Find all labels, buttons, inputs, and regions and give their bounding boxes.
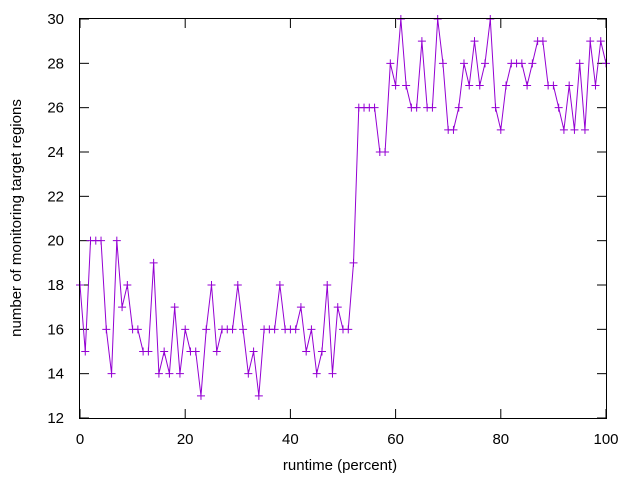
data-point xyxy=(323,281,332,289)
y-tick-label: 30 xyxy=(47,11,64,28)
data-point xyxy=(133,325,142,334)
data-point xyxy=(459,59,468,68)
data-point xyxy=(549,81,558,90)
data-point xyxy=(565,81,574,90)
data-point xyxy=(312,369,321,378)
data-point xyxy=(81,347,90,356)
data-point xyxy=(428,103,437,112)
data-point xyxy=(449,125,458,134)
data-point xyxy=(228,325,237,334)
data-point xyxy=(344,325,353,334)
data-point xyxy=(596,37,605,46)
data-point xyxy=(207,281,216,289)
data-point xyxy=(523,81,532,90)
data-point xyxy=(307,325,316,334)
data-point xyxy=(244,369,253,378)
data-point xyxy=(291,325,300,334)
data-point xyxy=(123,281,132,289)
data-point xyxy=(175,369,184,378)
data-point xyxy=(475,81,484,90)
x-tick-label: 80 xyxy=(492,431,509,448)
data-point xyxy=(538,37,547,46)
data-point xyxy=(591,81,600,90)
data-point xyxy=(170,303,179,312)
x-tick-label: 60 xyxy=(387,431,404,448)
data-point xyxy=(575,59,584,68)
data-point xyxy=(154,369,163,378)
data-point xyxy=(559,125,568,134)
y-tick-label: 16 xyxy=(47,321,64,338)
data-point xyxy=(470,37,479,46)
data-point xyxy=(191,347,200,356)
data-point xyxy=(233,281,242,289)
plot-frame xyxy=(79,18,607,419)
data-point xyxy=(570,125,579,134)
data-point xyxy=(412,103,421,112)
y-axis-label: number of monitoring target regions xyxy=(8,99,25,337)
data-point xyxy=(196,391,205,400)
data-point xyxy=(239,325,248,334)
data-point xyxy=(391,81,400,90)
data-point xyxy=(528,59,537,68)
data-point xyxy=(202,325,211,334)
y-tick-label: 24 xyxy=(47,144,64,161)
data-point xyxy=(254,391,263,400)
y-tick-label: 12 xyxy=(47,410,64,427)
data-point xyxy=(144,347,153,356)
data-point xyxy=(586,37,595,46)
data-point xyxy=(270,325,279,334)
data-point xyxy=(212,347,221,356)
y-tick-label: 18 xyxy=(47,277,64,294)
data-point xyxy=(181,325,190,334)
marker-layer xyxy=(76,15,610,400)
data-point xyxy=(165,369,174,378)
y-tick-label: 28 xyxy=(47,55,64,72)
data-point xyxy=(118,303,127,312)
x-tick-label: 20 xyxy=(177,431,194,448)
data-point xyxy=(438,59,447,68)
data-point xyxy=(386,59,395,68)
data-point xyxy=(149,258,158,267)
data-point xyxy=(491,103,500,112)
data-point xyxy=(554,103,563,112)
x-tick-label: 0 xyxy=(76,431,84,448)
tick-layer: 12 14 16 18 20 22 24 26 28 30 0 20 40 60 80 100 xyxy=(47,11,618,448)
data-point xyxy=(112,236,121,245)
data-point xyxy=(417,37,426,46)
data-point xyxy=(381,148,390,156)
data-point xyxy=(517,59,526,68)
data-point xyxy=(465,81,474,90)
x-tick-label: 40 xyxy=(282,431,299,448)
data-point xyxy=(302,347,311,356)
data-point xyxy=(496,125,505,134)
data-point xyxy=(370,103,379,112)
data-point xyxy=(402,81,411,90)
data-point xyxy=(328,369,337,378)
data-point xyxy=(502,81,511,90)
data-point xyxy=(349,258,358,267)
data-point xyxy=(333,303,342,312)
y-tick-label: 14 xyxy=(47,366,64,383)
data-point xyxy=(97,236,106,245)
data-point xyxy=(296,303,305,312)
data-point xyxy=(317,347,326,356)
y-tick-label: 26 xyxy=(47,100,64,117)
data-point xyxy=(454,103,463,112)
data-point xyxy=(102,325,111,334)
data-point xyxy=(249,347,258,356)
y-tick-label: 22 xyxy=(47,188,64,205)
data-point xyxy=(275,281,284,289)
data-point xyxy=(107,369,116,378)
x-tick-label: 100 xyxy=(593,431,618,448)
data-line xyxy=(79,18,607,396)
x-axis-label: runtime (percent) xyxy=(283,457,397,474)
data-point xyxy=(580,125,589,134)
data-point xyxy=(481,59,490,68)
y-tick-label: 20 xyxy=(47,233,64,250)
data-point xyxy=(160,347,169,356)
